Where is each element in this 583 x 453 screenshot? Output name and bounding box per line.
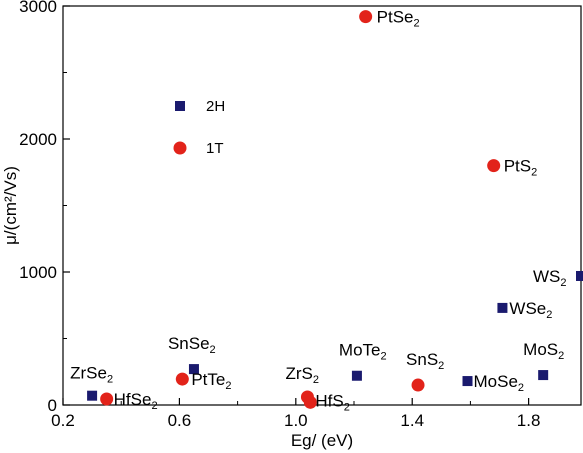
- data-point-1T: [100, 392, 114, 406]
- x-tick-label: 0.2: [51, 411, 75, 430]
- point-label: PtTe2: [191, 370, 231, 392]
- legend: 2H 1T: [173, 98, 225, 157]
- data-point-2H: [576, 270, 583, 281]
- axis-tick-labels: 0.2 0.6 1.0 1.4 1.8 0 1000 2000 3000: [19, 0, 540, 430]
- x-tick-label: 1.4: [400, 411, 424, 430]
- data-point-1T: [487, 159, 501, 173]
- data-point-1T: [303, 395, 317, 409]
- data-point-1T: [359, 10, 373, 24]
- point-label: MoS2: [523, 340, 564, 362]
- point-label: ZrS2: [285, 364, 319, 386]
- data-points: [87, 10, 583, 409]
- point-label: WS2: [533, 267, 567, 289]
- data-point-2H: [188, 364, 199, 375]
- axis-ticks: [62, 5, 530, 406]
- y-tick-label: 0: [48, 396, 57, 415]
- data-point-2H: [351, 370, 362, 381]
- x-tick-label: 1.0: [284, 411, 308, 430]
- x-tick-label: 0.6: [168, 411, 192, 430]
- point-label: PtSe2: [377, 8, 420, 30]
- point-label: PtS2: [504, 157, 538, 179]
- legend-marker-1T: [173, 141, 187, 155]
- data-point-2H: [538, 370, 549, 381]
- point-label: MoSe2: [474, 372, 525, 394]
- point-label: MoTe2: [339, 341, 387, 363]
- x-axis-label: Eg/ (eV): [291, 431, 353, 450]
- point-label: HfSe2: [114, 390, 158, 412]
- data-point-2H: [462, 376, 473, 387]
- data-point-2H: [497, 302, 508, 313]
- data-point-2H: [87, 390, 98, 401]
- plot-frame: [62, 5, 582, 406]
- data-point-1T: [175, 372, 189, 386]
- point-label: WSe2: [509, 299, 552, 321]
- data-point-1T: [411, 378, 425, 392]
- x-tick-label: 1.8: [517, 411, 541, 430]
- y-axis-label: μ/(cm²/Vs): [1, 166, 20, 245]
- y-tick-label: 2000: [19, 130, 57, 149]
- point-label: HfS2: [315, 391, 349, 413]
- y-tick-label: 1000: [19, 263, 57, 282]
- point-labels: ZrSe2 SnSe2 MoTe2 MoSe2 MoS2 WSe2 WS2 HfSe2 PtTe…: [70, 8, 566, 414]
- plot-border: [62, 5, 582, 406]
- legend-label-2H: 2H: [206, 98, 225, 115]
- point-label: SnS2: [406, 350, 444, 372]
- y-tick-label: 3000: [19, 0, 57, 16]
- legend-label-1T: 1T: [206, 140, 224, 157]
- point-label: ZrSe2: [70, 364, 113, 386]
- legend-marker-2H: [175, 101, 185, 111]
- point-label: SnSe2: [168, 334, 216, 356]
